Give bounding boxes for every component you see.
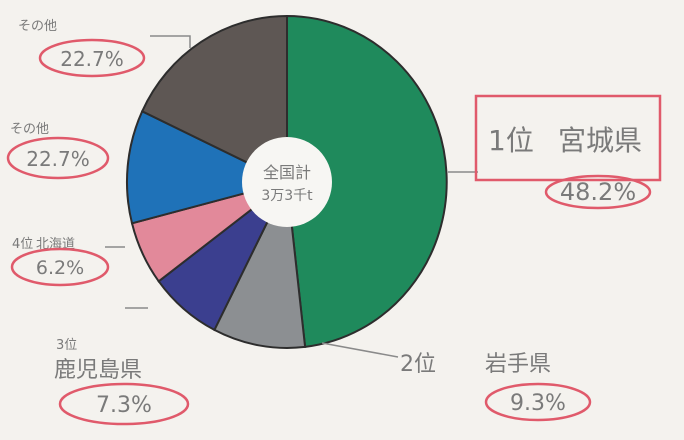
leader-lines bbox=[105, 35, 478, 358]
center-label-line1: 全国計 bbox=[263, 163, 311, 182]
pie-slice-5 bbox=[140, 14, 288, 184]
slice-5-percent-circle bbox=[38, 38, 146, 78]
slice-4-name: その他 bbox=[10, 122, 49, 137]
slice-1-rank: 2位 bbox=[400, 352, 436, 377]
slice-0-rank: 1位 bbox=[488, 124, 534, 157]
slice-3-percent-circle bbox=[10, 247, 110, 287]
center-label-line2: 3万3千t bbox=[261, 188, 313, 204]
slice-1-name: 岩手県 bbox=[485, 352, 551, 377]
slice-4-percent: 22.7% bbox=[26, 147, 90, 171]
slice-2-rank: 3位 bbox=[56, 338, 77, 353]
slice-5-percent: 22.7% bbox=[60, 47, 124, 71]
slice-3-percent: 6.2% bbox=[36, 257, 84, 279]
slice-2-name: 鹿児島県 bbox=[54, 358, 142, 383]
slice-1-percent-circle bbox=[484, 382, 592, 422]
slice-0-percent: 48.2% bbox=[560, 178, 636, 206]
pie-slice-4 bbox=[125, 109, 290, 225]
slice-1-percent: 9.3% bbox=[510, 391, 566, 416]
center-hole bbox=[242, 137, 332, 227]
slice-4-percent-circle bbox=[6, 136, 110, 180]
pie-slice-0 bbox=[286, 14, 448, 349]
slice-2-percent-circle bbox=[58, 382, 190, 426]
slice-2-percent: 7.3% bbox=[96, 393, 152, 418]
slice-0-percent-circle bbox=[544, 174, 652, 210]
pie-slices bbox=[125, 14, 448, 349]
slice-5-name: その他 bbox=[18, 19, 57, 34]
slice-0-name: 宮城県 bbox=[558, 124, 642, 157]
slice-3-rank: 4位 bbox=[12, 237, 33, 252]
